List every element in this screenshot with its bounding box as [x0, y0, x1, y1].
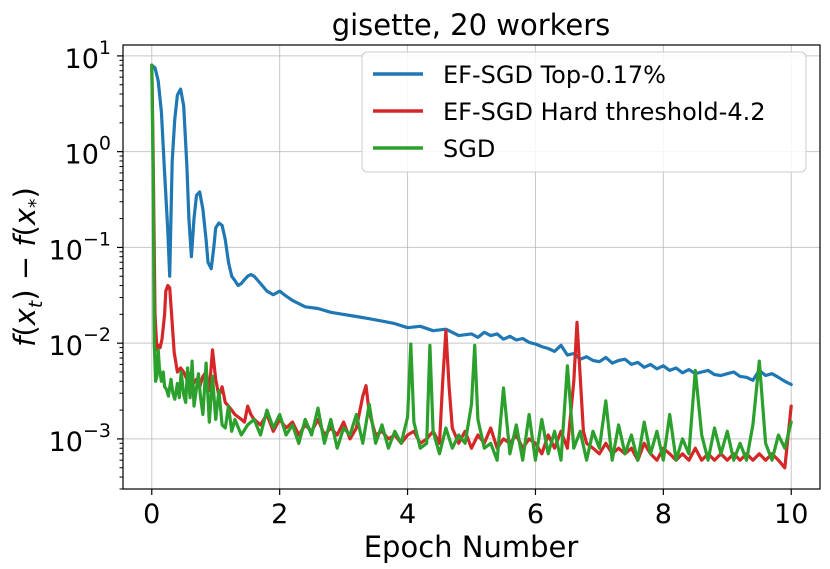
- ylabel-open1: (: [8, 325, 42, 336]
- y-tick-label: 10−2: [49, 324, 111, 362]
- ylabel-minus: −: [8, 247, 42, 290]
- ylabel-close1: ): [8, 289, 42, 300]
- y-tick-label: 10−1: [49, 228, 111, 266]
- x-tick-label: 2: [271, 499, 288, 530]
- x-tick-label: 8: [655, 499, 672, 530]
- legend-box: [361, 51, 807, 173]
- series-line-0: [150, 63, 793, 387]
- y-tick-label: 101: [65, 37, 111, 75]
- x-tick-label: 6: [527, 499, 544, 530]
- plot-frame: [122, 44, 821, 490]
- legend: EF-SGD Top-0.17% EF-SGD Hard threshold-4…: [361, 51, 807, 173]
- ylabel-x1: x: [8, 307, 42, 326]
- ylabel-close2: ): [8, 187, 42, 198]
- x-tick-label: 0: [143, 499, 160, 530]
- y-axis-label: f(xt) − f(x*): [8, 187, 47, 347]
- y-tick-label: 10−3: [49, 420, 111, 458]
- x-tick-layer: 0 2 4 6 8 10: [143, 489, 808, 530]
- x-tick-label: 10: [774, 499, 808, 530]
- legend-label-1: EF-SGD Hard threshold-4.2: [443, 98, 766, 126]
- ylabel-open2: (: [8, 225, 42, 236]
- legend-label-2: SGD: [443, 135, 495, 163]
- series-layer: [150, 63, 793, 470]
- y-tick-label: 100: [65, 133, 111, 171]
- chart-title: gisette, 20 workers: [332, 8, 611, 42]
- series-line-1: [150, 63, 793, 470]
- y-tick-layer: 101 100 10−1 10−2 10−3: [49, 37, 123, 490]
- x-tick-label: 4: [399, 499, 416, 530]
- ylabel-sub2: *: [25, 198, 47, 208]
- ylabel-x2: x: [8, 207, 42, 226]
- series-line-2: [150, 63, 793, 462]
- ylabel-sub1: t: [25, 299, 47, 308]
- legend-label-0: EF-SGD Top-0.17%: [443, 61, 666, 89]
- x-axis-label: Epoch Number: [364, 530, 579, 564]
